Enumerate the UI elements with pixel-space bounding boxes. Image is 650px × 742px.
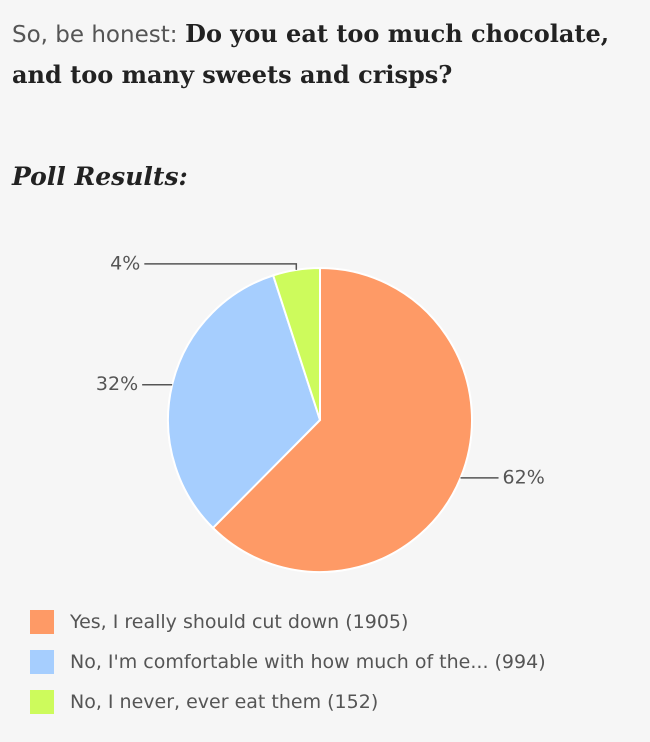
slice-label-comfortable: 32% xyxy=(96,373,138,395)
legend-swatch-comfortable xyxy=(30,650,54,674)
slice-label-never: 4% xyxy=(110,252,140,274)
legend-label-yes: Yes, I really should cut down (1905) xyxy=(70,611,409,633)
pie-slice-comfortable xyxy=(167,274,322,530)
leader-line-never xyxy=(144,263,298,270)
legend-label-never: No, I never, ever eat them (152) xyxy=(70,691,379,713)
slice-label-yes: 62% xyxy=(503,466,545,488)
pie-chart: 62% 32% 4% xyxy=(96,252,545,573)
poll-question: So, be honest: Do you eat too much choco… xyxy=(12,14,642,95)
poll-results-title: Poll Results: xyxy=(12,162,188,191)
legend-item: Yes, I really should cut down (1905) xyxy=(30,602,546,642)
chart-legend: Yes, I really should cut down (1905) No,… xyxy=(30,602,546,722)
pie-slice-yes xyxy=(211,266,473,573)
question-text: Do you eat too much chocolate, and too m… xyxy=(12,19,610,89)
legend-label-comfortable: No, I'm comfortable with how much of the… xyxy=(70,651,546,673)
legend-item: No, I never, ever eat them (152) xyxy=(30,682,546,722)
legend-item: No, I'm comfortable with how much of the… xyxy=(30,642,546,682)
legend-swatch-yes xyxy=(30,610,54,634)
question-prefix: So, be honest: xyxy=(12,22,178,48)
legend-swatch-never xyxy=(30,690,54,714)
pie-slice-never xyxy=(271,266,321,421)
